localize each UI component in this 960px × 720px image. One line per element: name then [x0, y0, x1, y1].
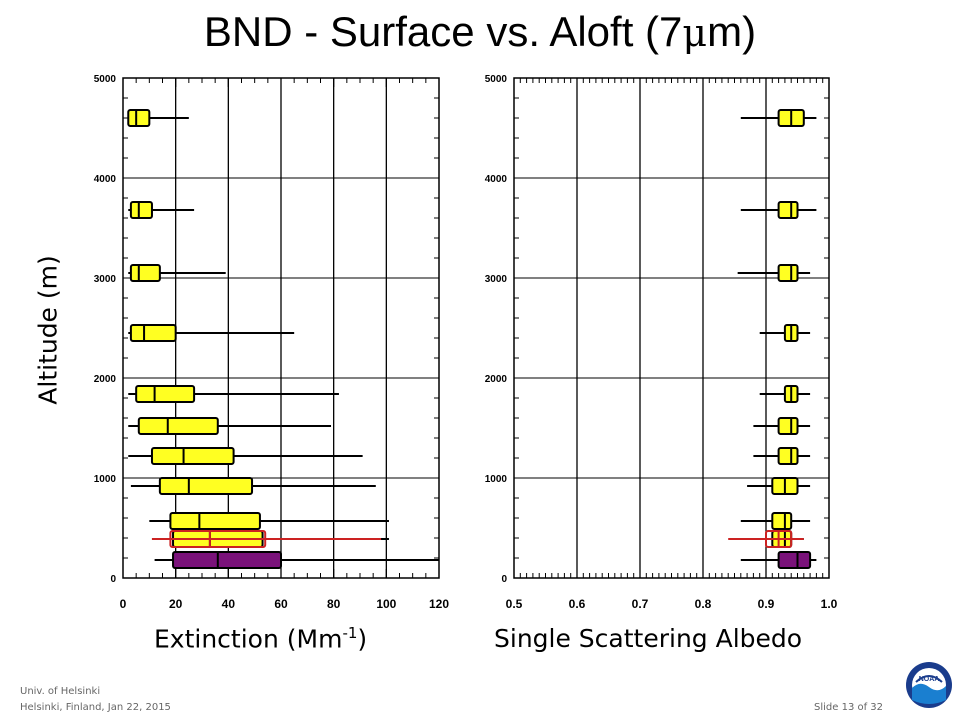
x-axis-label-extinction: Extinction (Mm-1) — [154, 624, 367, 653]
albedo-box-aloft — [777, 264, 799, 282]
extinction-y-tick-label: 5000 — [94, 74, 117, 85]
albedo-box-aloft — [777, 447, 799, 465]
albedo-y-tick-label: 5000 — [485, 74, 508, 85]
albedo-panel: 0.5 0.6 0.7 0.8 0.9 1.0 0 1000 2000 3000 4000 5000 — [485, 74, 838, 611]
y-axis-label: Altitude (m) — [33, 255, 63, 405]
extinction-y-tick-label: 2000 — [94, 374, 117, 385]
title-text: BND - Surface vs. Aloft (7 — [203, 8, 683, 55]
extinction-x-tick-label: 20 — [169, 597, 183, 611]
extinction-box-aloft — [150, 447, 235, 465]
x-axis-label-albedo: Single Scattering Albedo — [494, 624, 803, 653]
slide-title: BND - Surface vs. Aloft (7μm) — [0, 8, 960, 56]
extinction-y-tick-label: 3000 — [94, 274, 117, 285]
albedo-y-tick-label: 1000 — [485, 474, 508, 485]
extinction-box-aloft — [158, 477, 254, 495]
albedo-x-tick-label: 0.5 — [506, 597, 523, 611]
albedo-x-tick-label: 0.8 — [695, 597, 712, 611]
albedo-x-tick-label: 0.9 — [758, 597, 775, 611]
extinction-box-surface — [172, 551, 283, 569]
noaa-logo-text: NOAA — [919, 676, 940, 683]
albedo-axes-frame — [513, 77, 830, 579]
extinction-label-suffix: ) — [357, 624, 368, 654]
extinction-panel: 0 20 40 60 80 100 120 0 1000 2000 3000 4000 5000 — [94, 74, 450, 611]
extinction-x-tick-label: 40 — [222, 597, 236, 611]
albedo-y-tick-label: 0 — [501, 574, 507, 585]
albedo-x-tick-label: 0.6 — [569, 597, 586, 611]
extinction-y-tick-label: 0 — [110, 574, 116, 585]
extinction-axes-frame — [122, 77, 440, 579]
noaa-logo-icon: NOAA — [906, 662, 952, 708]
extinction-box-aloft — [129, 201, 153, 219]
extinction-x-tick-label: 80 — [327, 597, 341, 611]
extinction-box-aloft — [135, 385, 196, 403]
albedo-x-tick-label: 0.7 — [632, 597, 649, 611]
albedo-x-tick-label: 1.0 — [821, 597, 838, 611]
extinction-label-exponent: -1 — [342, 624, 358, 642]
extinction-box-aloft — [137, 417, 219, 435]
extinction-x-tick-label: 60 — [274, 597, 288, 611]
albedo-y-tick-label: 3000 — [485, 274, 508, 285]
title-mu-symbol: μ — [682, 11, 708, 55]
albedo-y-tick-label: 2000 — [485, 374, 508, 385]
extinction-box-aloft — [127, 109, 151, 127]
extinction-label-prefix: Extinction (Mm — [154, 624, 343, 654]
extinction-y-tick-label: 4000 — [94, 174, 117, 185]
footer-slide-number: Slide 13 of 32 — [814, 702, 884, 713]
extinction-box-aloft — [129, 324, 177, 342]
extinction-box-overlay — [169, 530, 267, 548]
extinction-y-tick-label: 1000 — [94, 474, 117, 485]
albedo-box-surface — [777, 551, 812, 569]
extinction-box-aloft — [129, 264, 161, 282]
footer-org: Univ. of Helsinki — [20, 686, 101, 697]
albedo-box-aloft — [771, 512, 793, 530]
extinction-x-tick-label: 100 — [376, 597, 396, 611]
albedo-box-aloft — [777, 417, 799, 435]
albedo-box-aloft — [777, 201, 799, 219]
extinction-box-aloft — [169, 512, 261, 530]
albedo-y-tick-label: 4000 — [485, 174, 508, 185]
extinction-x-tick-label: 120 — [429, 597, 449, 611]
extinction-x-tick-label: 0 — [120, 597, 127, 611]
footer-event: Helsinki, Finland, Jan 22, 2015 — [20, 702, 171, 713]
title-unit-end: m) — [707, 8, 757, 55]
